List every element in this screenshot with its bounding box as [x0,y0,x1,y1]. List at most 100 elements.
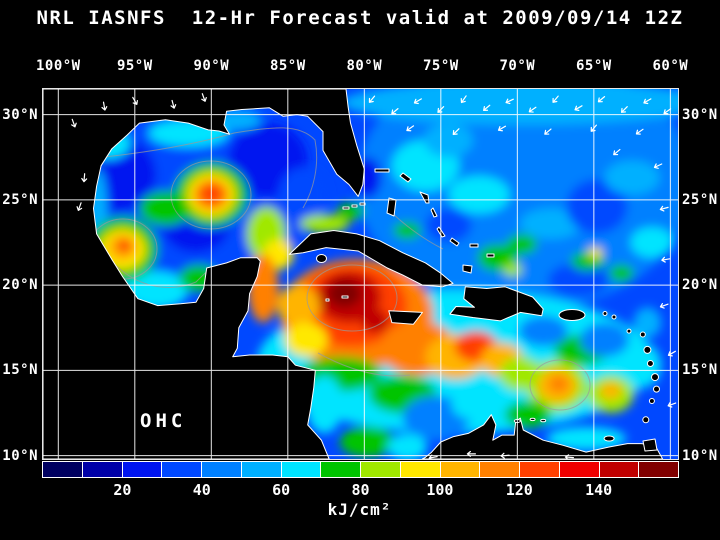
current-vector-arrow [368,95,376,103]
current-vector-arrow [452,128,460,136]
land-bahamas [374,168,495,274]
lon-tick-label: 85°W [269,58,306,74]
latlon-gridlines [43,89,678,459]
land-florida-keys [342,202,366,210]
heat-feature [116,239,132,253]
heat-feature [339,426,395,458]
land-north-central-america [43,89,365,459]
current-vector-arrow [132,96,138,105]
colorbar-cell [43,462,83,477]
current-vector-arrow [528,106,537,113]
colorbar-tick-label: 120 [505,481,533,499]
current-vector-arrow [391,108,399,115]
current-vector-arrow [460,95,467,104]
colorbar-units: kJ/cm² [327,500,392,519]
colorbar-tick-label: 80 [351,481,370,499]
colorbar-tick-label: 60 [272,481,291,499]
heat-feature [604,160,660,195]
heat-feature [548,375,569,393]
current-vector-arrow [483,104,491,111]
current-vector-arrow [663,108,672,115]
colorbar-cell [82,462,123,477]
colorbar-cell [321,462,361,477]
heat-feature [633,307,662,338]
heat-feature [424,123,473,158]
page-title: NRL IASNFS 12-Hr Forecast valid at 2009/… [36,7,684,29]
heat-feature [336,203,365,221]
current-vector-arrow [497,125,507,132]
colorbar-tick-label: 140 [585,481,613,499]
land-hispaniola [449,286,544,322]
lon-tick-label: 60°W [652,58,689,74]
current-vector-arrow [620,106,628,113]
heat-feature [284,322,328,357]
current-vector-arrow [643,98,652,105]
current-vector-arrow [661,256,671,263]
lat-tick-label-right: 15°N [682,362,718,379]
colorbar-cell [639,462,678,477]
current-vector-arrow [613,148,621,156]
heat-feature [387,433,428,459]
current-vector-arrow [564,454,574,459]
land-lesser-antilles [513,311,660,442]
colorbar-tick-label: 20 [113,481,132,499]
heat-feature [630,227,674,258]
colorbar-tick-label: 100 [426,481,454,499]
current-vector-arrow [667,401,677,408]
heat-feature [448,175,510,214]
land-trinidad [642,438,658,452]
heat-feature [300,214,349,234]
current-vector-arrow [500,452,510,459]
current-vector-arrow [201,93,207,102]
current-vector-arrow [659,302,669,309]
lon-tick-label: 80°W [346,58,383,74]
current-vector-arrow [544,128,552,135]
lat-tick-label-right: 20°N [682,277,718,294]
lon-tick-label: 100°W [35,58,81,74]
current-vector-arrow [76,202,83,211]
current-vector-arrow [466,450,476,457]
colorbar-cell [361,462,401,477]
current-vector-arrow [552,95,559,103]
current-vector-arrow [505,98,514,105]
current-vector-arrow [653,163,663,169]
lat-tick-label-left: 10°N [2,447,38,464]
field-label: OHC [140,410,187,432]
heat-feature [588,247,603,258]
heat-feature [518,315,568,347]
current-vector-arrow [574,105,583,111]
land-isla-juventud [316,254,327,263]
land-puerto-rico [558,309,586,321]
lat-tick-label-right: 30°N [682,106,718,123]
colorbar-cell [480,462,520,477]
map-plot-area [42,88,679,460]
heat-feature [278,167,328,222]
current-vector-arrow [667,350,676,357]
lat-tick-label-left: 20°N [2,277,38,294]
lon-tick-label: 65°W [575,58,612,74]
colorbar-tick-label: 40 [192,481,211,499]
lon-tick-label: 75°W [422,58,459,74]
colorbar-cell [202,462,242,477]
colorbar-cell [599,462,640,477]
heat-feature [609,264,634,282]
heat-feature [506,234,538,255]
heat-feature [361,309,389,333]
heat-feature [451,389,498,420]
current-vector-arrow [71,118,77,128]
colorbar-cell [400,462,441,477]
lon-tick-label: 70°W [499,58,536,74]
heat-feature [600,382,622,400]
current-vector-arrow [170,99,177,109]
heat-feature [277,285,320,326]
lat-tick-label-left: 15°N [2,362,38,379]
current-vector-arrow [428,454,438,459]
heat-feature [505,401,551,429]
colorbar-cell [241,462,282,477]
colorbar-cell [559,462,600,477]
current-vector-arrow [597,96,606,103]
heat-feature [546,426,626,451]
ohc-heatmap [43,89,678,459]
current-vector-arrow [406,125,415,132]
